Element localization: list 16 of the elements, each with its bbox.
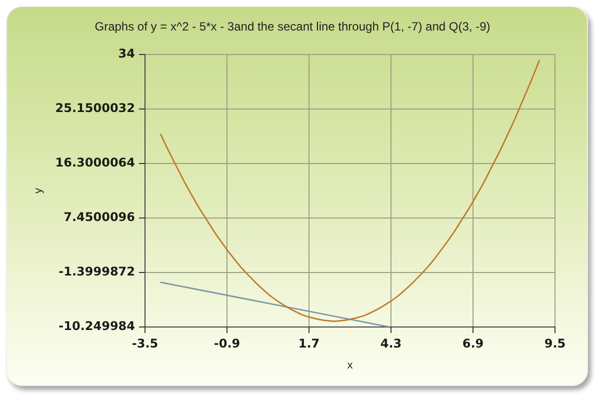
x-tick-label: -0.9	[214, 336, 240, 350]
y-tick-label: 16.3000064	[55, 156, 135, 170]
y-tick-label: -1.3999872	[58, 264, 135, 279]
x-tick-label: 1.7	[298, 336, 320, 350]
x-axis-title: x	[347, 359, 354, 372]
x-tick-label: -3.5	[132, 336, 158, 350]
y-tick-label: -10.249984	[58, 319, 135, 334]
y-tick-label: 7.4500096	[64, 210, 135, 224]
x-tick-label: 4.3	[380, 336, 402, 350]
chart-title: Graphs of y = x^2 - 5*x - 3and the secant line through P(1, -7) and Q(3, -9)	[94, 20, 490, 34]
x-tick-label: 9.5	[544, 336, 566, 350]
y-tick-label: 25.1500032	[55, 101, 135, 116]
y-axis-title: y	[32, 187, 45, 194]
line-series	[160, 60, 540, 322]
y-tick-label: 34	[118, 46, 135, 61]
x-tick-label: 6.9	[462, 336, 484, 350]
